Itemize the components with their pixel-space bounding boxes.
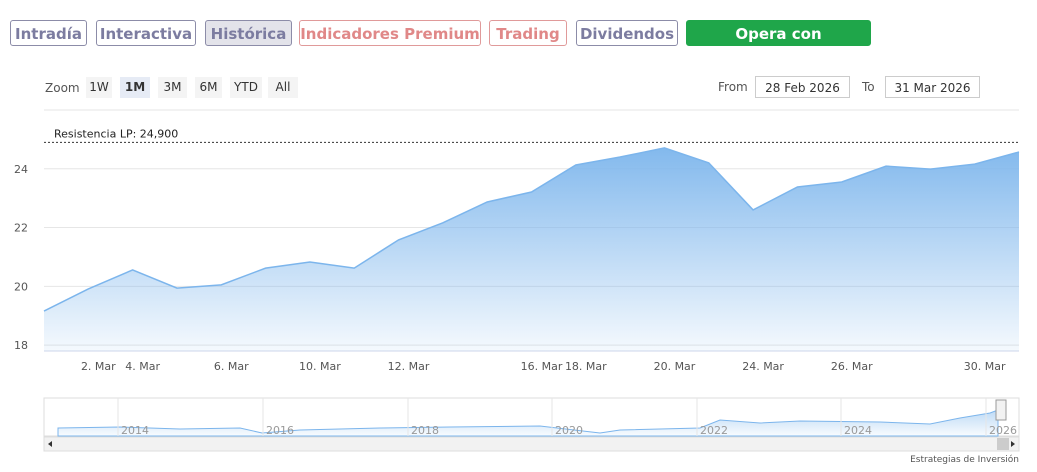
to-input[interactable]: 31 Mar 2026 <box>885 76 980 98</box>
x-tick-label: 30. Mar <box>964 360 1006 373</box>
navigator-year: 2014 <box>121 424 149 437</box>
navigator-year: 2026 <box>989 424 1017 437</box>
tab[interactable]: Indicadores Premium <box>299 20 481 46</box>
area <box>44 147 1019 351</box>
y-tick-label: 22 <box>14 222 28 235</box>
x-tick-label: 2. Mar <box>81 360 116 373</box>
zoom-button[interactable]: All <box>268 77 298 98</box>
from-input[interactable]: 28 Feb 2026 <box>755 76 850 98</box>
tab[interactable]: Dividendos <box>576 20 678 46</box>
navigator-year: 2016 <box>266 424 294 437</box>
navigator-series <box>57 409 999 437</box>
scroll-right[interactable] <box>1011 441 1015 447</box>
zoom-button[interactable]: 6M <box>195 77 222 98</box>
x-tick-label: 16. Mar <box>521 360 563 373</box>
tab[interactable]: Histórica <box>205 20 292 46</box>
navigator-year: 2022 <box>700 424 728 437</box>
navigator-year: 2018 <box>411 424 439 437</box>
tab[interactable]: Interactiva <box>96 20 196 46</box>
credit: Estrategias de Inversión <box>910 454 1019 465</box>
tab[interactable]: Opera con Freedom24 <box>686 20 871 69</box>
scroll-left[interactable] <box>48 441 52 447</box>
x-tick-label: 12. Mar <box>388 360 430 373</box>
navigator-handle[interactable] <box>995 399 1007 421</box>
zoom-button[interactable]: YTD <box>230 77 262 98</box>
x-tick-label: 26. Mar <box>831 360 873 373</box>
navigator-year: 2020 <box>555 424 583 437</box>
x-tick-label: 10. Mar <box>299 360 341 373</box>
zoom-button[interactable]: 1M <box>120 77 150 98</box>
from-label: From <box>718 80 748 94</box>
x-tick-label: 18. Mar <box>565 360 607 373</box>
zoom-button[interactable]: 3M <box>158 77 187 98</box>
annotation: Resistencia LP: 24,900 <box>54 127 178 140</box>
zoom-label: Zoom <box>45 81 80 95</box>
to-label: To <box>862 80 875 94</box>
navigator-year: 2024 <box>844 424 872 437</box>
zoom-button[interactable]: 1W <box>86 77 112 98</box>
tab[interactable]: Trading <box>489 20 567 46</box>
x-tick-label: 24. Mar <box>742 360 784 373</box>
y-tick-label: 20 <box>14 280 28 293</box>
y-tick-label: 24 <box>14 163 28 176</box>
scrollbar[interactable] <box>43 436 1020 452</box>
y-tick-label: 18 <box>14 339 28 352</box>
scrollbar-thumb[interactable] <box>997 438 1009 450</box>
tab[interactable]: Intradía <box>10 20 87 46</box>
x-tick-label: 20. Mar <box>654 360 696 373</box>
x-tick-label: 6. Mar <box>214 360 249 373</box>
line <box>43 147 1020 312</box>
x-tick-label: 4. Mar <box>125 360 160 373</box>
